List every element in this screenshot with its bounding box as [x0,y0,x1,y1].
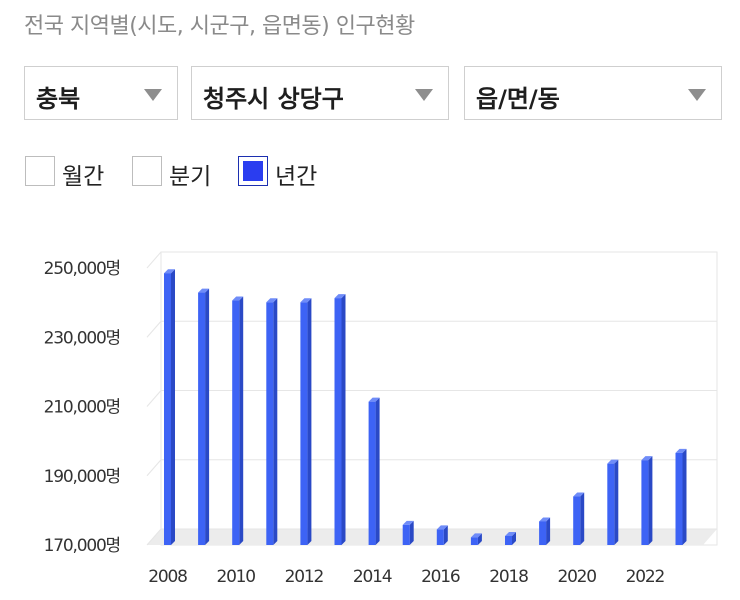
y-tick-label: 230,000명 [44,328,120,348]
bar [368,401,376,545]
bar-top [334,294,346,299]
bar [402,524,410,545]
x-tick-label: 2016 [421,567,460,587]
bar-side [205,288,210,545]
bar-side [443,525,448,545]
period-monthly-checkbox[interactable]: 월간 [25,156,115,192]
chevron-down-icon [688,89,706,101]
bar [539,521,547,545]
bar-top [470,533,482,538]
y-tick-label: 250,000명 [44,259,120,279]
bar [505,535,512,545]
town-select[interactable]: 읍/면/동 [464,66,722,120]
bar-side [239,296,244,545]
plot-back-wall [160,251,718,546]
period-quarterly-label: 분기 [169,164,212,190]
bar [470,537,478,545]
bar [266,302,274,545]
bar-top [232,296,244,301]
chevron-down-icon [144,89,162,101]
period-quarterly-checkbox[interactable]: 분기 [132,156,222,192]
x-tick-label: 2020 [557,567,596,587]
bar-top [436,525,448,530]
bar-top [607,459,619,464]
bar-top [300,298,312,303]
bar-side [512,531,516,545]
grid-line-depth [146,251,162,269]
bar [232,300,240,545]
bar-top [266,298,278,303]
bar [334,298,342,545]
bar [573,496,581,545]
y-tick-label: 170,000명 [44,536,120,556]
bar-side [375,397,380,545]
bar [198,292,206,545]
period-yearly-label: 년간 [275,164,318,190]
bar-side [171,269,175,545]
checkbox-box [25,156,55,186]
x-tick-label: 2018 [489,567,528,587]
period-monthly-label: 월간 [62,164,105,190]
bar-side [546,517,551,545]
grid-line-depth [146,320,162,338]
bar-side [341,294,346,545]
grid-line-depth [146,459,162,477]
bar [607,463,615,545]
bar-top [402,520,414,525]
town-select-value: 읍/면/동 [476,85,560,113]
grid-line-depth [146,390,162,407]
bar [641,460,649,545]
bar-side [409,520,414,545]
bar-top [164,269,175,274]
bar-top [641,456,653,461]
period-yearly-checkbox[interactable]: 년간 [238,156,328,192]
grid-line-depth [146,528,162,546]
page-title: 전국 지역별(시도, 시군구, 읍면동) 인구현황 [24,14,415,39]
city-select-value: 청주시 상당구 [203,85,344,113]
bar [300,302,308,545]
bar-side [648,456,653,545]
y-tick-label: 210,000명 [44,398,120,418]
bar-top [573,492,585,497]
x-tick-label: 2010 [216,567,255,587]
x-tick-label: 2012 [285,567,324,587]
checkbox-box [132,156,162,186]
bar-side [477,533,482,545]
x-tick-label: 2014 [353,567,392,587]
bar-top [368,397,380,402]
bar-top [539,517,551,522]
bar-top [675,448,687,453]
x-tick-label: 2008 [148,567,187,587]
bar-side [580,492,585,545]
bar-top [198,288,210,293]
x-tick-label: 2022 [626,567,665,587]
y-tick-label: 190,000명 [44,467,120,487]
checkbox-fill [243,161,263,181]
bar-side [307,298,312,545]
province-select[interactable]: 충북 [24,66,178,120]
bar [164,273,171,545]
province-select-value: 충북 [36,85,81,113]
bar-side [614,459,619,545]
bar [675,452,683,545]
bar-side [273,298,278,545]
bar-top [505,531,516,536]
bar-side [682,448,687,545]
chevron-down-icon [415,89,433,101]
checkbox-box [238,156,268,186]
bar [436,529,444,545]
city-select[interactable]: 청주시 상당구 [191,66,449,120]
